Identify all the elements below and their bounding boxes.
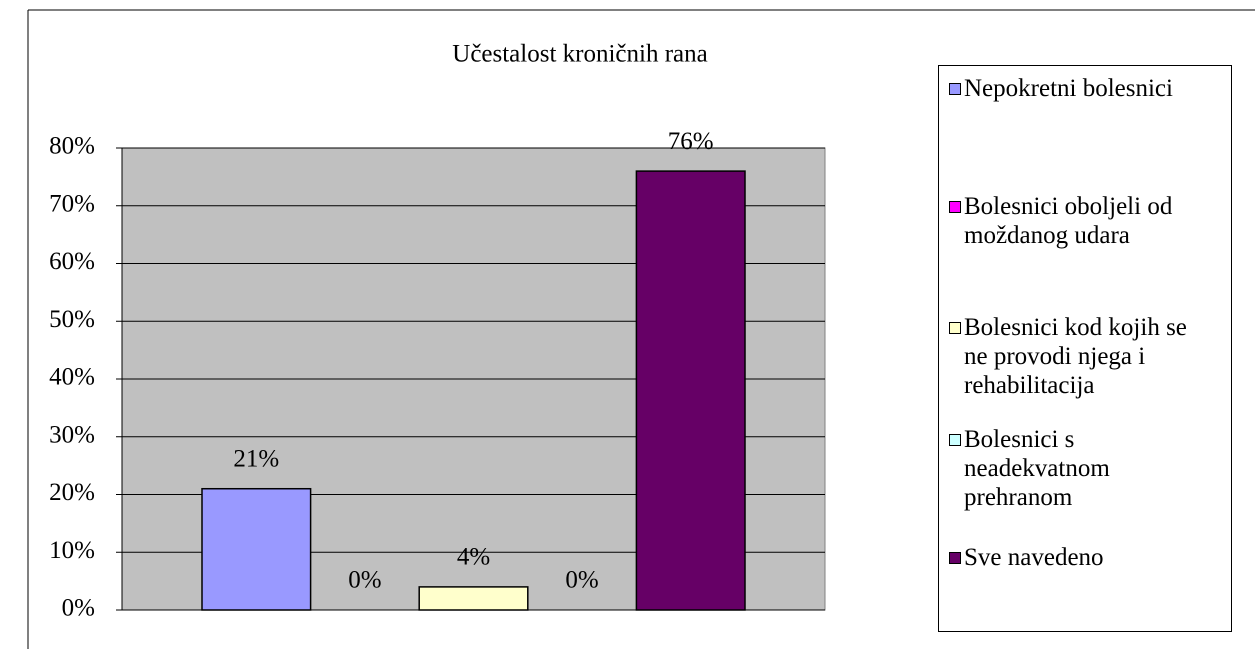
data-label: 0% <box>348 567 381 594</box>
legend-swatch <box>949 83 961 95</box>
legend-entry: Bolesnici kod kojih se ne provodi njega … <box>949 313 1229 400</box>
legend-entry: Nepokretni bolesnici <box>949 74 1229 103</box>
y-tick-label: 80% <box>49 133 95 160</box>
legend-entry: Sve navedeno <box>949 543 1229 572</box>
data-label: 4% <box>457 544 490 571</box>
y-tick-label: 60% <box>49 248 95 275</box>
legend-swatch <box>949 552 961 564</box>
legend-swatch <box>949 322 961 334</box>
y-tick-label: 0% <box>62 595 95 622</box>
legend-label: Bolesnici s neadekvatnom prehranom <box>964 426 1110 511</box>
data-label: 0% <box>565 567 598 594</box>
legend-swatch <box>949 434 961 446</box>
y-tick-label: 50% <box>49 306 95 333</box>
y-tick-label: 10% <box>49 537 95 564</box>
legend-swatch <box>949 201 961 213</box>
y-tick-label: 40% <box>49 364 95 391</box>
chart-title: Učestalost kroničnih rana <box>452 41 707 68</box>
legend-label: Bolesnici kod kojih se ne provodi njega … <box>964 314 1187 399</box>
data-label: 76% <box>668 128 714 155</box>
legend-label: Bolesnici oboljeli od moždanog udara <box>964 193 1173 249</box>
bar <box>201 487 312 611</box>
data-label: 21% <box>233 445 279 472</box>
legend-entry: Bolesnici oboljeli od moždanog udara <box>949 192 1229 250</box>
legend-label: Nepokretni bolesnici <box>964 75 1173 102</box>
bar <box>635 170 746 611</box>
legend: Nepokretni bolesnici Bolesnici oboljeli o… <box>938 65 1232 632</box>
legend-entry: Bolesnici s neadekvatnom prehranom <box>949 425 1229 512</box>
legend-label: Sve navedeno <box>964 544 1104 571</box>
y-tick-label: 20% <box>49 479 95 506</box>
y-tick-label: 70% <box>49 190 95 217</box>
bar <box>418 586 529 611</box>
y-tick-label: 30% <box>49 421 95 448</box>
